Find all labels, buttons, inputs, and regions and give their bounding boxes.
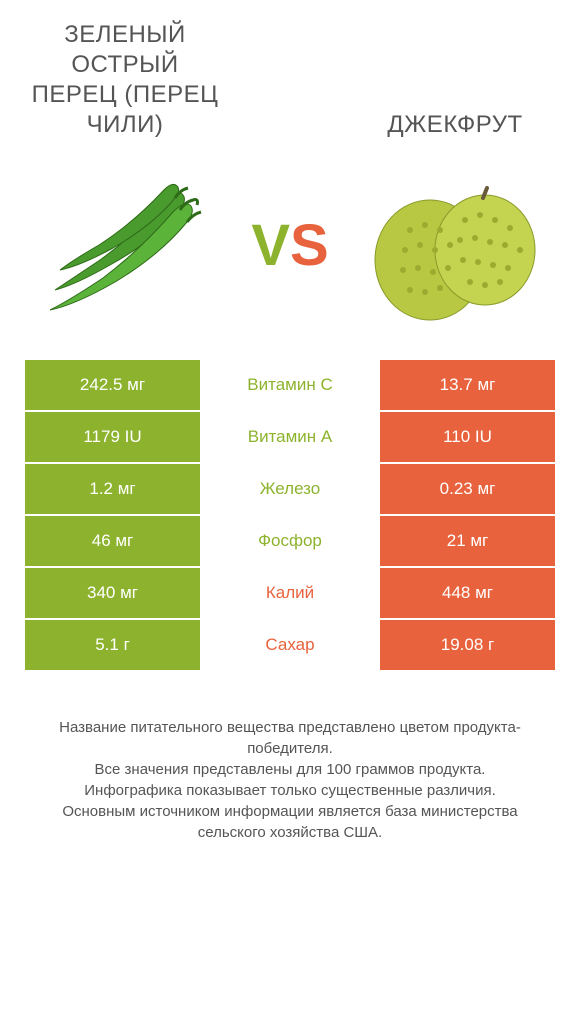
pepper-image [25,160,225,330]
value-left: 46 мг [25,516,200,566]
value-right: 21 мг [380,516,555,566]
footer-line: Название питательного вещества представл… [30,717,550,759]
vs-row: VS [25,160,555,330]
title-right: ДЖЕКФРУТ [355,110,555,140]
footer: Название питательного вещества представл… [25,717,555,843]
table-row: 242.5 мгВитамин C13.7 мг [25,360,555,412]
value-left: 1.2 мг [25,464,200,514]
vs-v: V [251,212,290,279]
vs-label: VS [251,212,328,279]
footer-line: Инфографика показывает только существенн… [30,780,550,801]
footer-line: Основным источником информации является … [30,801,550,843]
nutrition-table: 242.5 мгВитамин C13.7 мг1179 IUВитамин A… [25,360,555,672]
value-right: 13.7 мг [380,360,555,410]
vs-s: S [290,212,329,279]
header: ЗЕЛЕНЫЙ ОСТРЫЙ ПЕРЕЦ (ПЕРЕЦ ЧИЛИ) ДЖЕКФР… [25,20,555,140]
footer-line: Все значения представлены для 100 граммо… [30,759,550,780]
value-left: 340 мг [25,568,200,618]
value-right: 19.08 г [380,620,555,670]
value-left: 5.1 г [25,620,200,670]
table-row: 46 мгФосфор21 мг [25,516,555,568]
value-right: 110 IU [380,412,555,462]
table-row: 1.2 мгЖелезо0.23 мг [25,464,555,516]
nutrient-label: Сахар [200,620,380,670]
nutrient-label: Железо [200,464,380,514]
nutrient-label: Калий [200,568,380,618]
table-row: 5.1 гСахар19.08 г [25,620,555,672]
value-left: 1179 IU [25,412,200,462]
value-right: 0.23 мг [380,464,555,514]
jackfruit-image [355,160,555,330]
nutrient-label: Витамин C [200,360,380,410]
title-left: ЗЕЛЕНЫЙ ОСТРЫЙ ПЕРЕЦ (ПЕРЕЦ ЧИЛИ) [25,20,225,140]
nutrient-label: Витамин A [200,412,380,462]
table-row: 340 мгКалий448 мг [25,568,555,620]
table-row: 1179 IUВитамин A110 IU [25,412,555,464]
nutrient-label: Фосфор [200,516,380,566]
value-right: 448 мг [380,568,555,618]
value-left: 242.5 мг [25,360,200,410]
